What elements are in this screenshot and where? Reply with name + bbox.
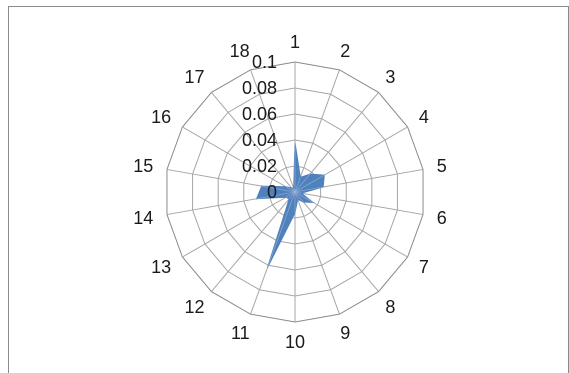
spoke-2 (294, 69, 340, 193)
category-label-8: 8 (385, 297, 395, 317)
spoke-6 (294, 191, 424, 216)
category-label-14: 14 (133, 208, 153, 228)
tick-label-1: 0.02 (242, 156, 277, 176)
series-spoke-7 (294, 191, 314, 203)
spoke-16 (182, 126, 296, 193)
series-spoke-11 (267, 191, 296, 268)
tick-label-5: 0.1 (252, 52, 277, 72)
series-spoke-12 (288, 191, 296, 200)
spoke-9 (294, 191, 340, 315)
category-label-11: 11 (231, 323, 250, 343)
series-spoke-4 (294, 174, 325, 193)
category-label-10: 10 (285, 332, 305, 352)
series-spoke-8 (294, 191, 304, 203)
spoke-13 (182, 191, 296, 258)
tick-label-4: 0.08 (242, 78, 277, 98)
series-spoke-9 (294, 191, 299, 200)
series-spoke-2 (294, 177, 301, 193)
spoke-12 (211, 191, 296, 292)
category-label-12: 12 (185, 297, 205, 317)
category-label-5: 5 (437, 156, 447, 176)
spoke-17 (211, 92, 296, 193)
series-layer (255, 142, 325, 268)
category-label-2: 2 (340, 41, 350, 61)
series-spoke-13 (285, 191, 296, 198)
tick-label-0: 0 (267, 182, 277, 202)
series-spoke-18 (293, 188, 296, 193)
category-label-7: 7 (419, 257, 429, 277)
series-spoke-14 (256, 191, 296, 200)
category-label-17: 17 (185, 67, 205, 87)
spoke-18 (250, 69, 296, 193)
series-spoke-3 (294, 173, 311, 193)
tick-labels: 0 0.02 0.04 0.06 0.08 0.1 (242, 52, 277, 202)
tick-label-3: 0.06 (242, 104, 277, 124)
category-label-16: 16 (151, 107, 171, 127)
category-label-6: 6 (437, 208, 447, 228)
category-label-4: 4 (419, 107, 429, 127)
category-label-15: 15 (133, 156, 153, 176)
category-label-3: 3 (385, 67, 395, 87)
spoke-8 (294, 191, 379, 292)
category-label-1: 1 (290, 32, 300, 52)
tick-label-2: 0.04 (242, 130, 277, 150)
series-spoke-16 (285, 186, 296, 193)
category-label-18: 18 (230, 41, 250, 61)
category-label-9: 9 (340, 323, 350, 343)
series-spoke-5 (294, 186, 324, 193)
category-label-13: 13 (151, 257, 171, 277)
series-spoke-15 (261, 185, 296, 193)
